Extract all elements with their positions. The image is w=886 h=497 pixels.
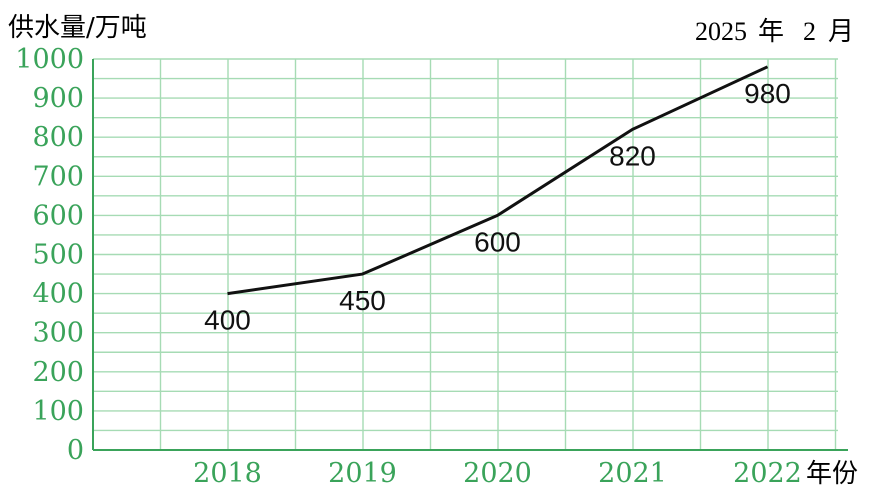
y-tick-label: 100: [32, 396, 84, 427]
x-tick-label: 2018: [193, 458, 262, 489]
date-year-unit: 年: [758, 17, 784, 47]
series: [227, 65, 769, 296]
y-tick-label: 300: [32, 318, 84, 349]
y-axis-label: 供水量/万吨: [8, 13, 147, 43]
axes: [92, 59, 848, 451]
x-tick-labels: 2018 2019 2020 2021 2022: [193, 458, 802, 489]
data-label: 980: [744, 78, 791, 109]
data-label: 450: [339, 285, 386, 316]
date-stamp: 2025 年 2 月: [695, 17, 854, 47]
x-axis-label: 年份: [806, 459, 858, 489]
y-tick-labels: 0 100 200 300 400 500 600 700 800 900 1000: [15, 44, 84, 466]
y-tick-label: 600: [32, 200, 84, 231]
x-tick-label: 2020: [463, 458, 532, 489]
data-label: 400: [204, 305, 251, 336]
data-labels: 400 450 600 820 980: [204, 78, 791, 336]
date-year: 2025: [695, 17, 747, 46]
y-tick-label: 0: [67, 435, 84, 466]
y-tick-label: 700: [32, 161, 84, 192]
series-line: [227, 65, 769, 296]
date-month-unit: 月: [828, 17, 854, 47]
y-tick-label: 800: [32, 122, 84, 153]
data-label: 600: [474, 226, 521, 257]
y-tick-label: 1000: [15, 44, 84, 75]
x-tick-label: 2022: [733, 458, 802, 489]
y-tick-label: 200: [32, 357, 84, 388]
x-tick-label: 2021: [598, 458, 667, 489]
x-tick-label: 2019: [328, 458, 397, 489]
data-label: 820: [609, 140, 656, 171]
grid: [93, 58, 838, 451]
y-tick-label: 900: [32, 83, 84, 114]
y-tick-label: 400: [32, 279, 84, 310]
y-tick-label: 500: [32, 240, 84, 271]
date-month: 2: [803, 17, 816, 46]
